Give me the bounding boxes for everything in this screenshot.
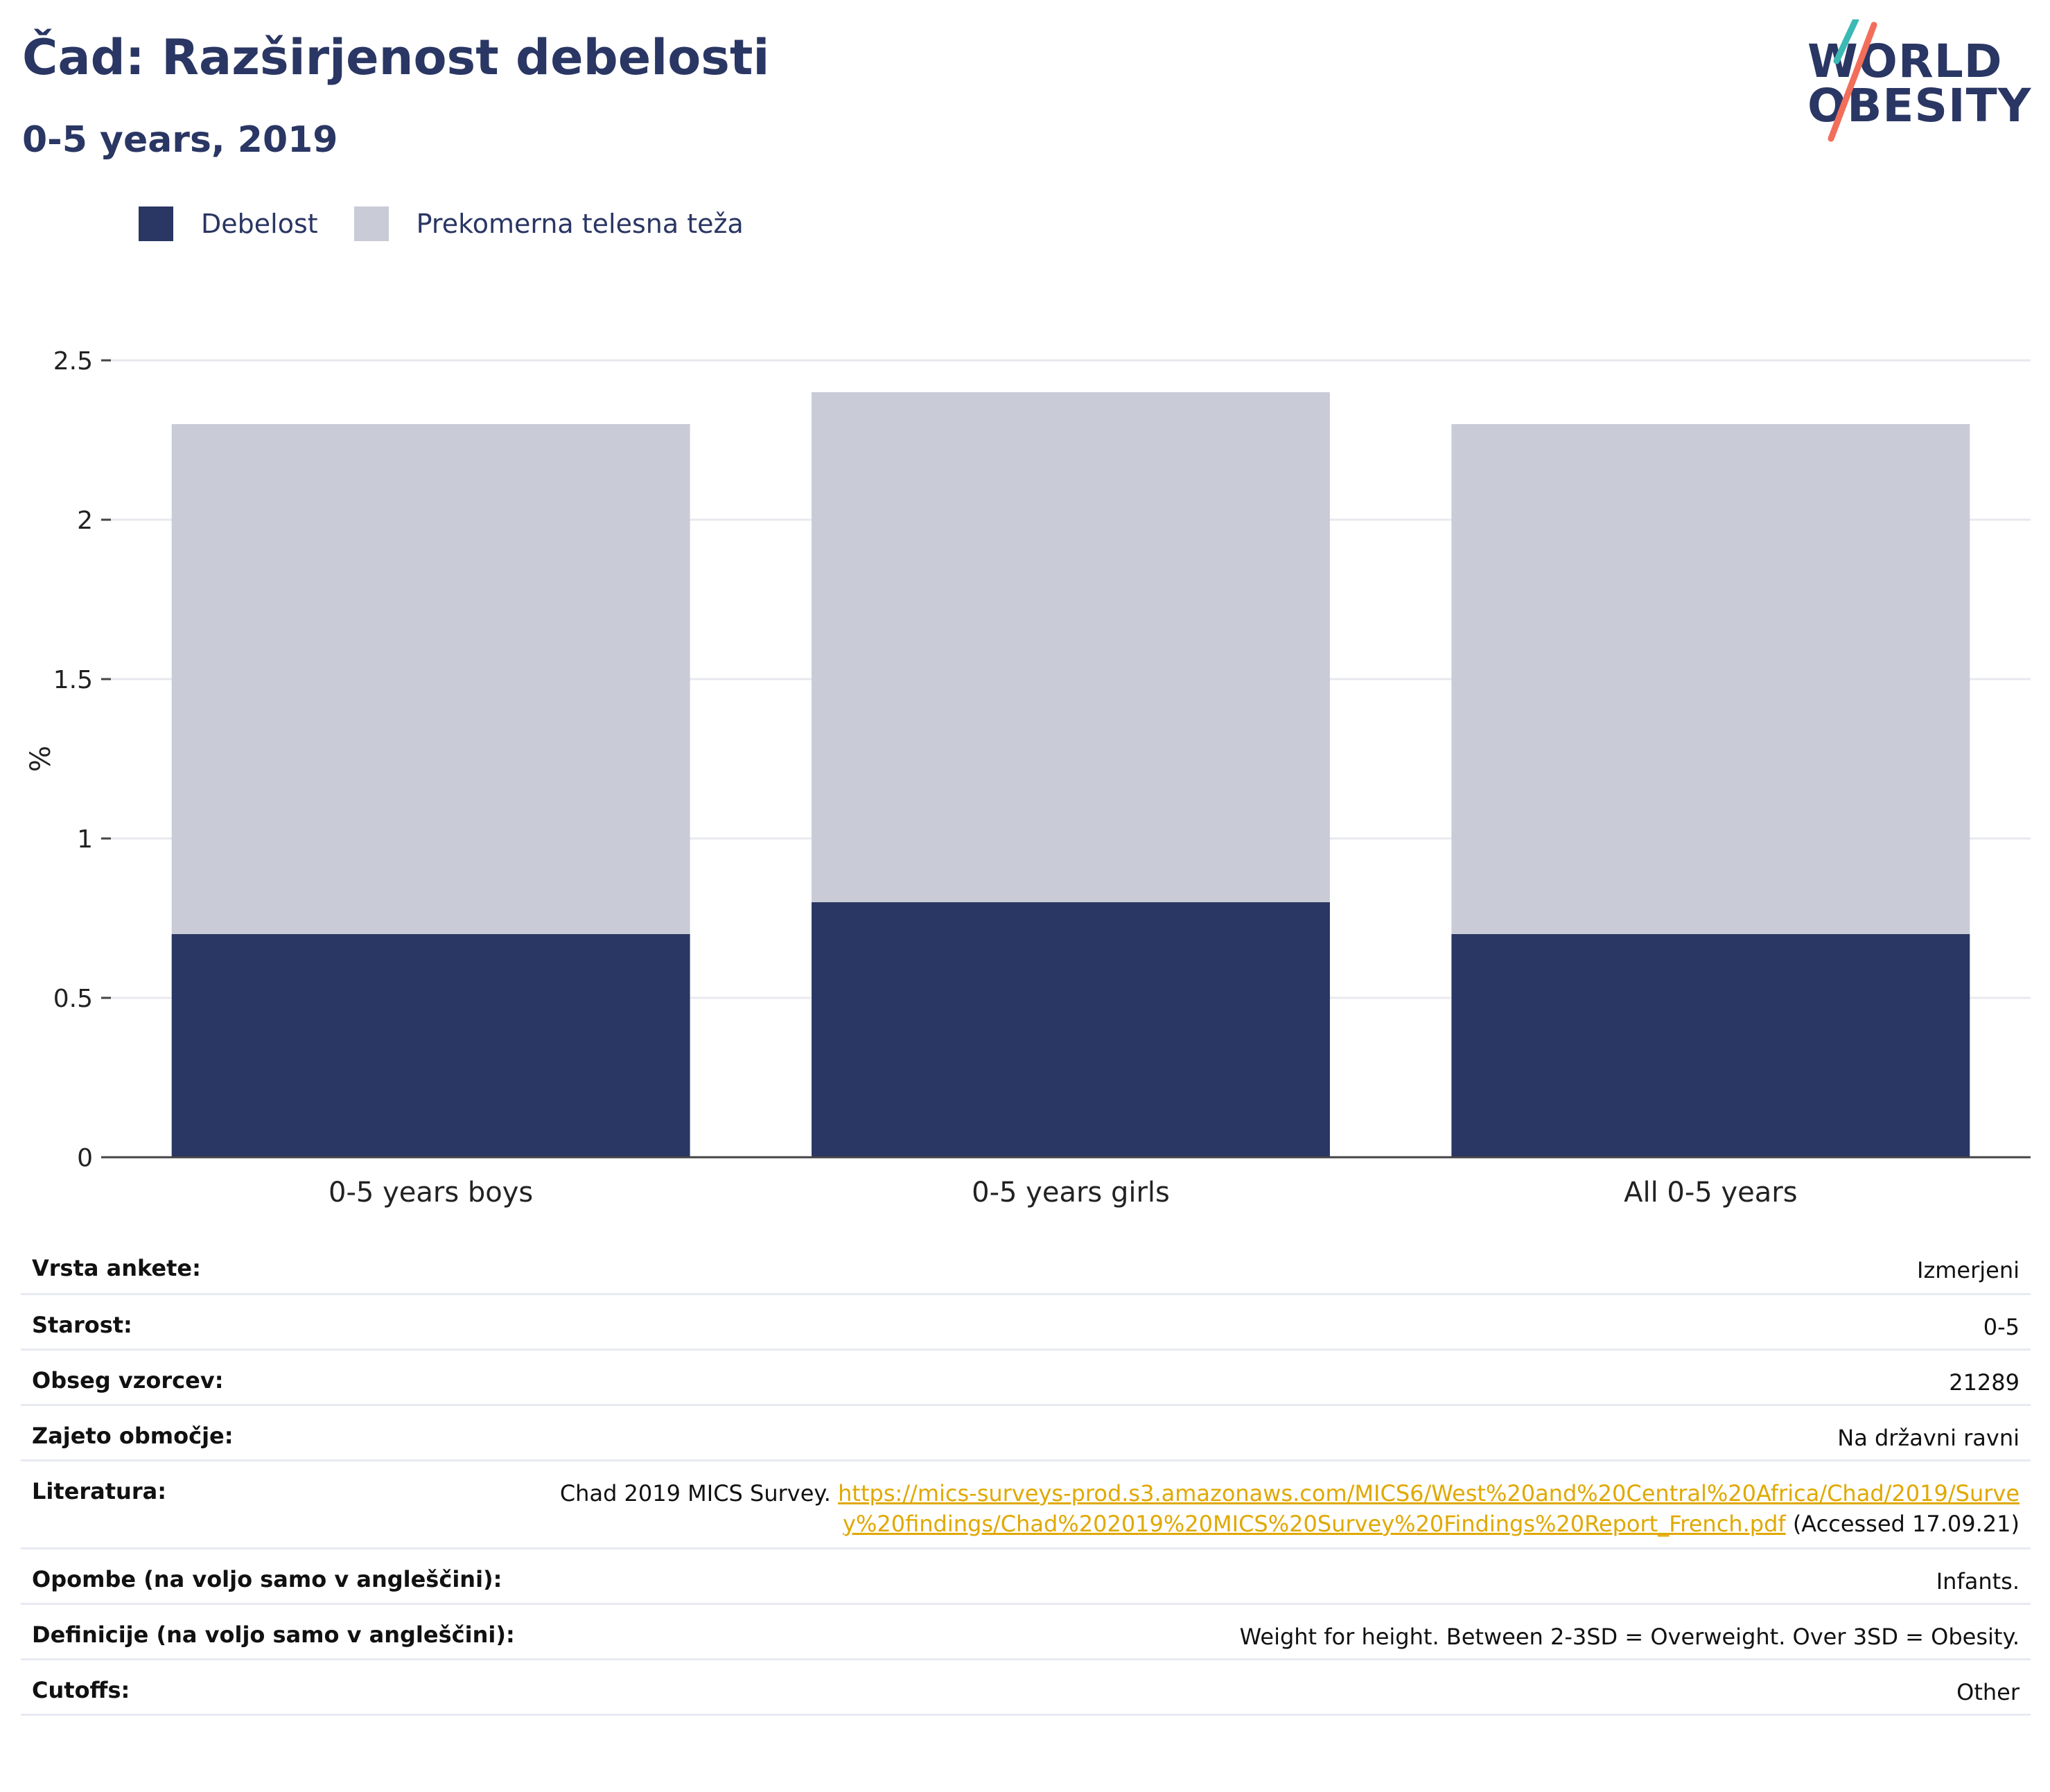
meta-value: Chad 2019 MICS Survey. https://mics-surv…	[525, 1460, 2031, 1549]
y-tick-label: 2	[77, 507, 93, 535]
meta-row-survey-type: Vrsta ankete: Izmerjeni	[21, 1238, 2031, 1295]
meta-row-definitions: Definicije (na voljo samo v angleščini):…	[21, 1604, 2031, 1660]
chart-axes: 0 0.5 1 1.5 2 2.5 0-5 years boys 0-5 years girl…	[25, 347, 2031, 1209]
meta-value: Other	[525, 1659, 2031, 1716]
chart-legend: Debelost Prekomerna telesna teža	[139, 207, 780, 241]
meta-key: Starost:	[21, 1294, 526, 1351]
x-tick-label: 0-5 years girls	[972, 1177, 1170, 1209]
meta-key: Definicije (na voljo samo v angleščini):	[21, 1604, 526, 1660]
meta-key: Obseg vzorcev:	[21, 1349, 526, 1406]
bar-overweight	[812, 392, 1330, 902]
world-obesity-logo: WORLD OBESITY	[1807, 19, 2036, 144]
meta-row-cutoffs: Cutoffs: Other	[21, 1659, 2031, 1716]
chart-bars	[171, 392, 1970, 1157]
legend-swatch-overweight	[353, 207, 389, 241]
y-tick-label: 0	[77, 1144, 93, 1172]
y-axis-label: %	[25, 746, 57, 772]
survey-metadata-table: Vrsta ankete: Izmerjeni Starost: 0-5 Obs…	[21, 1238, 2031, 1716]
bar-chart: 0 0.5 1 1.5 2 2.5 0-5 years boys 0-5 years girl…	[25, 347, 2031, 1209]
meta-row-area-covered: Zajeto območje: Na državni ravni	[21, 1405, 2031, 1461]
logo-slash-teal	[1833, 19, 1859, 64]
x-tick-label: 0-5 years boys	[328, 1177, 533, 1209]
y-tick-label: 0.5	[53, 985, 93, 1013]
logo-text-line1: WORLD	[1807, 35, 2003, 88]
y-tick-label: 2.5	[53, 347, 93, 376]
legend-label-obesity: Debelost	[201, 209, 318, 239]
bar-obesity	[1451, 934, 1970, 1157]
literature-suffix: (Accessed 17.09.21)	[1785, 1510, 2020, 1537]
literature-prefix: Chad 2019 MICS Survey.	[559, 1479, 839, 1506]
y-tick-label: 1.5	[53, 666, 93, 694]
page-subtitle: 0-5 years, 2019	[22, 119, 338, 161]
x-tick-label: All 0-5 years	[1624, 1177, 1797, 1209]
legend-item-overweight: Prekomerna telesna teža	[353, 207, 744, 241]
logo-slash-coral	[1828, 21, 1877, 142]
meta-value: Na državni ravni	[525, 1405, 2031, 1461]
meta-value: Infants.	[525, 1548, 2031, 1605]
literature-link[interactable]: https://mics-surveys-prod.s3.amazonaws.c…	[838, 1479, 2020, 1537]
legend-label-overweight: Prekomerna telesna teža	[416, 209, 744, 239]
page-title: Čad: Razširjenost debelosti	[22, 29, 770, 86]
meta-key: Vrsta ankete:	[21, 1238, 526, 1295]
meta-key: Literatura:	[21, 1460, 526, 1549]
meta-key: Cutoffs:	[21, 1659, 526, 1716]
logo-slash-icon	[1828, 19, 1877, 142]
bar-overweight	[1451, 424, 1970, 934]
meta-row-sample-size: Obseg vzorcev: 21289	[21, 1349, 2031, 1406]
meta-row-age: Starost: 0-5	[21, 1294, 2031, 1351]
meta-value: 21289	[525, 1349, 2031, 1406]
legend-swatch-obesity	[139, 207, 173, 241]
bar-obesity	[812, 902, 1330, 1157]
meta-key: Zajeto območje:	[21, 1405, 526, 1461]
meta-row-notes: Opombe (na voljo samo v angleščini): Inf…	[21, 1548, 2031, 1605]
meta-value: Izmerjeni	[525, 1238, 2031, 1295]
legend-item-obesity: Debelost	[139, 207, 318, 241]
bar-overweight	[171, 424, 690, 934]
y-tick-label: 1	[77, 825, 93, 854]
meta-value: 0-5	[525, 1294, 2031, 1351]
meta-value: Weight for height. Between 2-3SD = Overw…	[525, 1604, 2031, 1660]
meta-key: Opombe (na voljo samo v angleščini):	[21, 1548, 526, 1605]
meta-row-literature: Literatura: Chad 2019 MICS Survey. https…	[21, 1460, 2031, 1549]
bar-obesity	[171, 934, 690, 1157]
